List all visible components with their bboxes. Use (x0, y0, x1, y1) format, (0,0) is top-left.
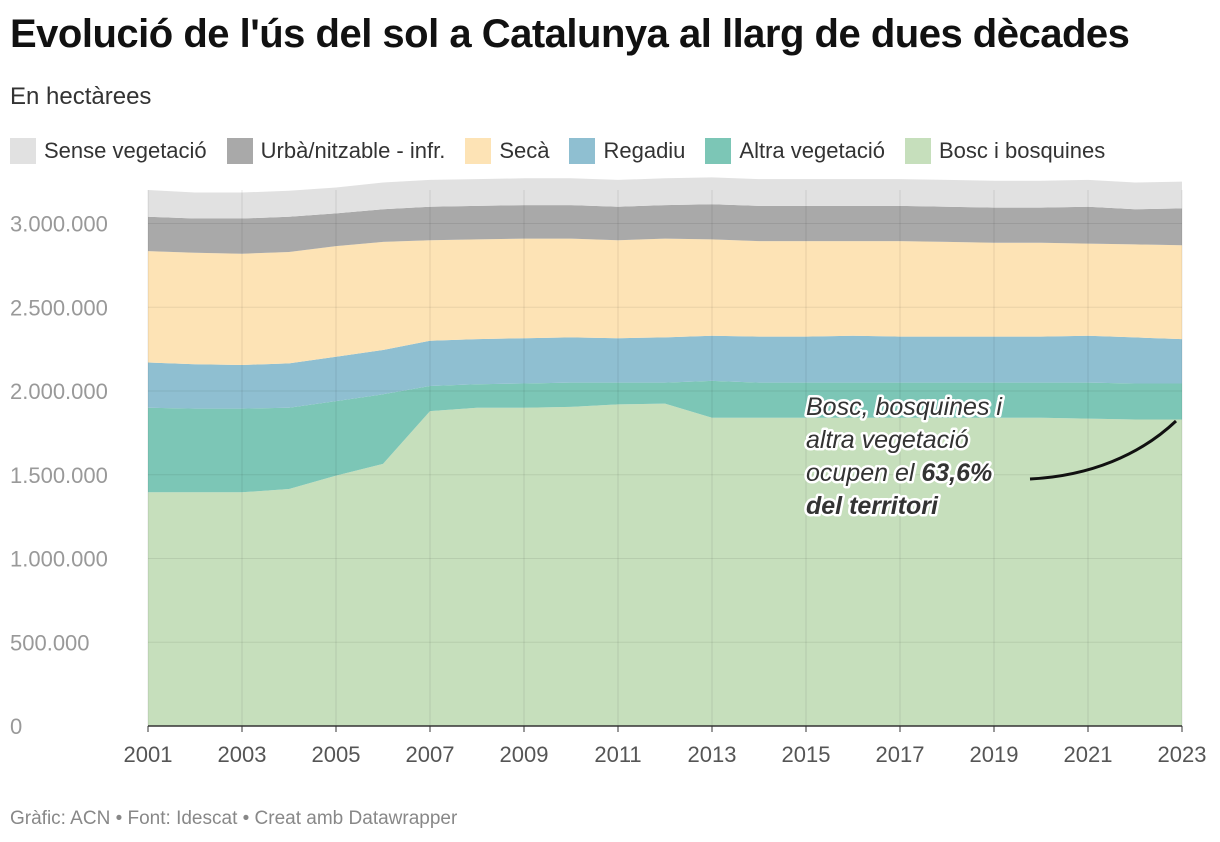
y-tick-label: 1.500.000 (10, 463, 108, 488)
annotation-line: ocupen el 63,6% (806, 459, 992, 487)
legend-swatch (705, 138, 732, 164)
area-urb-nitzable-infr- (148, 204, 1182, 254)
annotation-line: del territori (806, 492, 939, 520)
annotation-line: Bosc, bosquines i (806, 393, 1003, 421)
legend-swatch (904, 138, 931, 164)
legend-swatch (569, 138, 596, 164)
legend-item-sense-vegetacio: Sense vegetació (10, 138, 207, 164)
x-tick-label: 2001 (124, 742, 173, 767)
legend-label: Bosc i bosquines (938, 138, 1106, 163)
area-bosc-i-bosquines (148, 403, 1182, 726)
area-sense-vegetaci- (148, 177, 1182, 219)
legend: Sense vegetació Urbà/nitzable - infr. Se… (10, 138, 1125, 164)
y-tick-label: 2.000.000 (10, 379, 108, 404)
legend-item-regadiu: Regadiu (569, 138, 685, 164)
y-tick-label: 2.500.000 (10, 295, 108, 320)
legend-label: Sense vegetació (44, 138, 207, 163)
area-altra-vegetaci- (148, 380, 1182, 493)
x-tick-label: 2011 (594, 742, 641, 767)
x-tick-label: 2009 (500, 742, 549, 767)
area-regadiu (148, 335, 1182, 409)
legend-swatch (465, 138, 492, 164)
x-tick-label: 2005 (312, 742, 361, 767)
legend-item-bosc: Bosc i bosquines (904, 138, 1106, 164)
x-tick-label: 2013 (688, 742, 737, 767)
x-tick-label: 2019 (970, 742, 1019, 767)
legend-swatch (10, 138, 36, 164)
legend-swatch (226, 138, 253, 164)
chart-title: Evolució de l'ús del sol a Catalunya al … (10, 12, 1130, 56)
area-sec- (148, 238, 1182, 365)
y-tick-label: 500.000 (10, 630, 90, 655)
legend-item-seca: Secà (465, 138, 549, 164)
legend-label: Altra vegetació (739, 138, 885, 163)
legend-label: Secà (499, 138, 550, 163)
legend-label: Urbà/nitzable - infr. (260, 138, 446, 163)
x-tick-label: 2023 (1158, 742, 1207, 767)
x-tick-label: 2021 (1064, 742, 1113, 767)
annotation-arrow (1029, 419, 1178, 481)
x-tick-label: 2015 (782, 742, 831, 767)
legend-label: Regadiu (603, 138, 686, 163)
legend-item-urba: Urbà/nitzable - infr. (226, 138, 446, 164)
legend-item-altra-vegetacio: Altra vegetació (705, 138, 885, 164)
y-tick-label: 3.000.000 (10, 212, 108, 237)
y-tick-label: 1.000.000 (10, 547, 108, 572)
footer-credits: Gràfic: ACN • Font: Idescat • Creat amb … (10, 808, 458, 829)
annotation-line: altra vegetació (806, 426, 969, 454)
chart-subtitle: En hectàrees (10, 83, 152, 110)
x-tick-label: 2003 (218, 742, 267, 767)
y-tick-label: 0 (10, 714, 22, 739)
x-tick-label: 2007 (406, 742, 455, 767)
x-tick-label: 2017 (876, 742, 925, 767)
